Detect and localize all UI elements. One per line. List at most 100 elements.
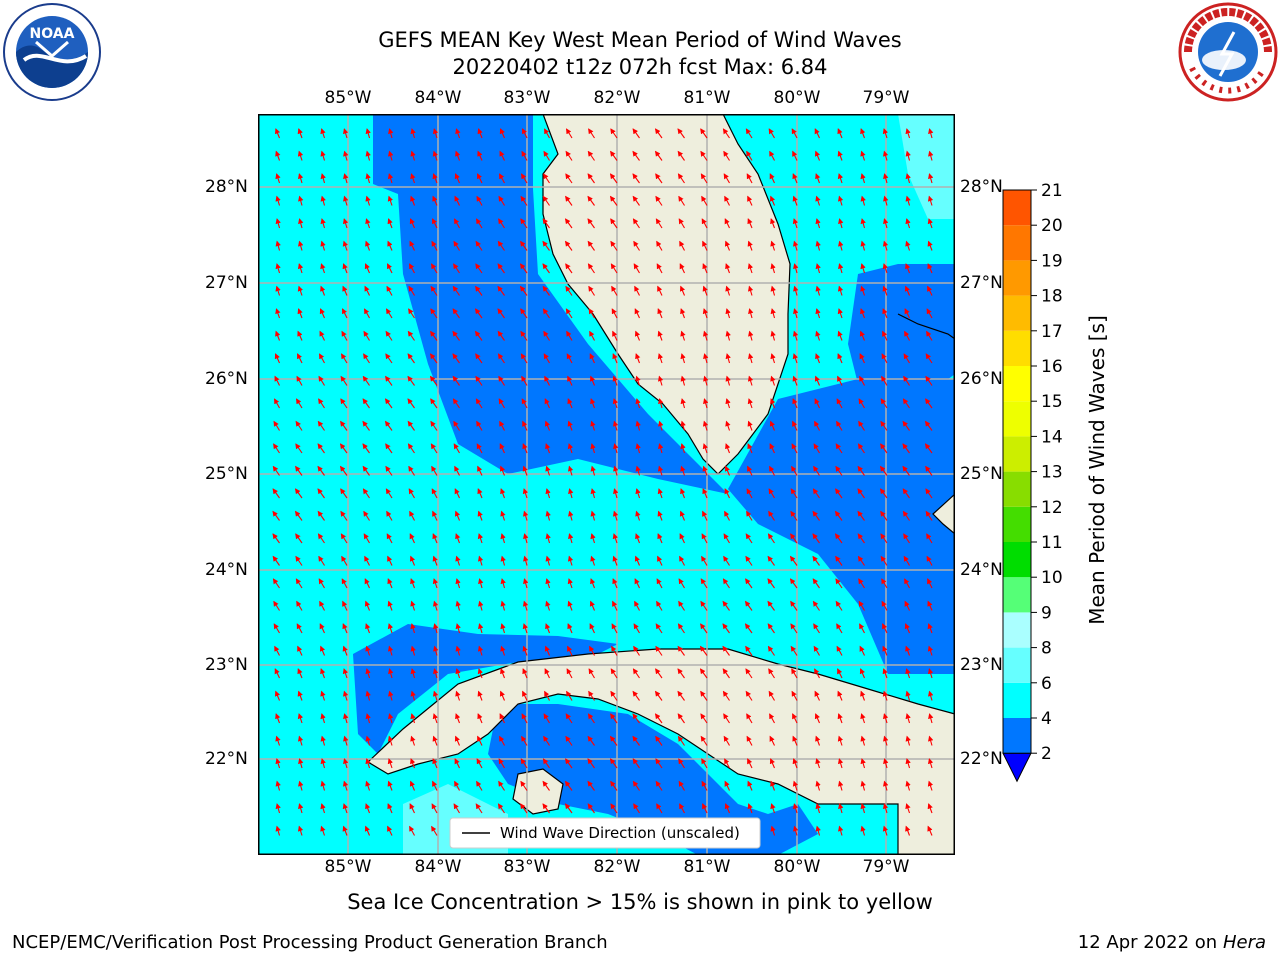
wind-arrow [567, 623, 573, 634]
wind-arrow [587, 735, 595, 746]
wind-arrow [477, 533, 484, 544]
wind-arrow [297, 668, 303, 679]
colorbar-segment [1003, 682, 1031, 718]
wind-arrow [498, 195, 505, 206]
wind-arrow [343, 735, 349, 746]
wind-arrow [296, 623, 303, 634]
wind-arrow [747, 443, 753, 454]
wind-arrow [453, 443, 460, 454]
wind-arrow [523, 555, 529, 566]
wind-arrow [633, 263, 640, 274]
colorbar-extension [1002, 752, 1032, 783]
wind-arrow [454, 780, 460, 791]
wind-arrow [790, 623, 798, 634]
wind-arrow [408, 308, 415, 319]
wind-arrow [632, 173, 640, 184]
wind-arrow [722, 690, 730, 701]
wind-arrow [409, 533, 415, 544]
wind-arrow [387, 240, 393, 251]
wind-arrow [410, 668, 416, 679]
wind-arrow [477, 690, 483, 701]
wind-arrow [654, 150, 663, 161]
wind-arrow [317, 510, 325, 521]
wind-arrow [857, 555, 865, 566]
wind-arrow [295, 578, 303, 589]
wind-arrow [657, 488, 663, 499]
wind-arrow [589, 353, 595, 364]
wind-arrow [702, 285, 708, 296]
wind-arrow [767, 578, 775, 589]
wind-arrow [678, 780, 685, 791]
wind-arrow [365, 218, 371, 229]
wind-arrow [564, 780, 573, 791]
wind-arrow [927, 803, 933, 814]
wind-arrow [905, 173, 911, 184]
wind-arrow [275, 195, 281, 206]
wind-arrow [904, 623, 911, 634]
wind-arrow [454, 173, 461, 184]
wind-arrow [655, 173, 663, 184]
wind-arrow [432, 713, 438, 724]
wind-arrow [431, 825, 438, 836]
wind-arrow [454, 465, 460, 476]
wind-arrow [387, 600, 393, 611]
wind-arrow [928, 173, 934, 184]
wind-arrow [746, 735, 753, 746]
wind-arrow [317, 533, 325, 544]
wind-arrow [543, 150, 550, 161]
wind-arrow [701, 195, 708, 206]
wind-arrow [519, 285, 528, 296]
wind-arrow [747, 263, 754, 274]
wind-arrow [860, 218, 866, 229]
wind-arrow [632, 150, 640, 161]
map-frame [258, 114, 955, 855]
wind-arrow [364, 578, 370, 589]
wind-arrow [768, 690, 775, 701]
wind-arrow [724, 780, 730, 791]
wind-arrow [635, 375, 641, 386]
wind-arrow [836, 398, 843, 409]
wind-arrow [340, 375, 348, 386]
wind-arrow [500, 600, 506, 611]
wind-arrow [700, 623, 708, 634]
wind-arrow [812, 555, 820, 566]
wind-arrow [432, 758, 438, 769]
wind-arrow [320, 780, 326, 791]
wind-arrow [275, 263, 281, 274]
wind-arrow [792, 375, 798, 386]
wind-arrow [520, 240, 528, 251]
wind-arrow [452, 398, 460, 409]
wind-arrow [498, 780, 505, 791]
wind-arrow [272, 533, 280, 544]
wind-arrow [410, 150, 416, 161]
wind-arrow [429, 353, 438, 364]
wind-arrow [747, 780, 753, 791]
wind-arrow [475, 240, 483, 251]
wind-arrow [565, 285, 573, 296]
wind-arrow [769, 443, 775, 454]
wind-arrow [295, 533, 303, 544]
wind-arrow [927, 240, 933, 251]
wind-arrow [860, 150, 866, 161]
wind-arrow [294, 488, 303, 499]
wind-arrow [587, 240, 595, 251]
wind-arrow [365, 128, 371, 139]
wind-arrow [724, 218, 730, 229]
wind-arrow [722, 645, 730, 656]
period-band-6-8 [898, 114, 955, 219]
wind-arrow [409, 218, 416, 229]
wind-arrow [319, 330, 325, 341]
wind-arrow [545, 578, 551, 589]
wind-arrow [568, 488, 574, 499]
wind-arrow [657, 510, 663, 521]
wind-arrow [792, 173, 798, 184]
wind-arrow [700, 735, 708, 746]
wind-arrow [655, 780, 663, 791]
wind-arrow [657, 375, 664, 386]
colorbar-label: Mean Period of Wind Waves [s] [1085, 315, 1109, 625]
wind-arrow [927, 758, 934, 769]
wind-arrow [274, 128, 281, 139]
wind-arrow [342, 600, 348, 611]
wind-arrow [926, 533, 933, 544]
colorbar-ticks: 2 4 6 8 9 10 11 12 13 14 15 16 17 18 19 20 21 [1031, 181, 1063, 764]
